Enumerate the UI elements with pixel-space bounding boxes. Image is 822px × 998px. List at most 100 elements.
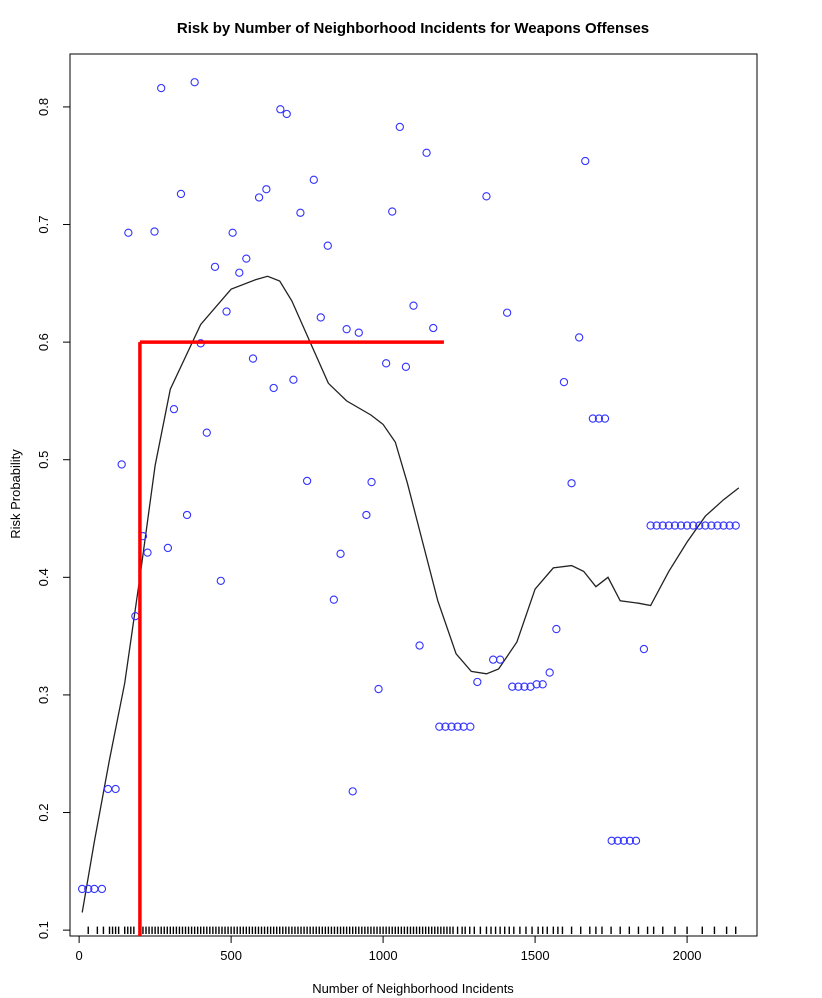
data-point: [545, 668, 554, 677]
data-point: [269, 383, 278, 393]
data-point: [176, 189, 186, 199]
y-tick-label: 0.5: [36, 451, 51, 469]
data-point: [388, 207, 397, 216]
data-point: [514, 682, 523, 691]
data-point: [262, 185, 271, 194]
data-point: [381, 359, 391, 368]
data-point: [652, 521, 661, 530]
data-point: [401, 362, 411, 371]
data-point: [552, 624, 561, 634]
data-point: [143, 548, 152, 557]
data-point: [163, 543, 173, 553]
data-point: [182, 510, 192, 520]
data-point: [600, 414, 610, 423]
data-point: [482, 192, 491, 201]
data-point: [131, 611, 140, 621]
data-point: [731, 521, 740, 530]
data-point: [235, 268, 244, 277]
data-point: [254, 193, 264, 202]
data-point: [682, 521, 692, 530]
smoothed-trend-line: [81, 275, 740, 913]
data-point: [453, 722, 462, 731]
data-point: [242, 254, 251, 263]
data-point: [613, 836, 622, 845]
y-tick-label: 0.6: [36, 333, 51, 351]
x-tick-label: 1500: [521, 948, 550, 963]
data-point: [639, 644, 649, 654]
data-point: [631, 836, 641, 845]
data-point: [719, 521, 728, 530]
plot-frame: [69, 53, 758, 937]
data-point: [567, 479, 576, 488]
data-point: [289, 375, 298, 384]
y-tick-label: 0.2: [36, 803, 51, 821]
data-point: [309, 175, 318, 184]
data-point: [329, 595, 339, 604]
data-point: [658, 521, 667, 530]
data-point: [447, 722, 456, 731]
data-point: [169, 405, 179, 414]
data-point: [222, 307, 231, 316]
data-point: [367, 477, 376, 487]
data-point: [374, 684, 383, 694]
data-point: [282, 109, 291, 119]
y-tick-label: 0.8: [36, 98, 51, 116]
data-point: [354, 328, 363, 337]
y-tick-label: 0.7: [36, 215, 51, 233]
x-tick-label: 1000: [369, 948, 398, 963]
y-tick-label: 0.3: [36, 686, 51, 704]
data-point: [581, 156, 590, 166]
data-point: [588, 414, 597, 423]
y-axis-label: Risk Probability: [8, 449, 23, 539]
data-point: [473, 677, 482, 687]
data-point: [84, 884, 93, 894]
data-point: [502, 308, 512, 317]
data-point: [689, 521, 698, 530]
data-point: [157, 83, 166, 93]
data-point: [202, 428, 211, 437]
data-point: [103, 784, 113, 794]
data-point: [508, 682, 517, 691]
data-point: [435, 722, 444, 731]
data-point: [395, 122, 404, 132]
data-point: [216, 576, 225, 585]
data-point: [646, 521, 655, 530]
data-point: [713, 521, 722, 530]
data-point: [441, 722, 450, 731]
data-point: [664, 521, 673, 530]
data-point: [538, 680, 547, 689]
data-point: [296, 208, 305, 217]
data-point: [559, 377, 569, 387]
data-point: [466, 722, 475, 731]
y-tick-label: 0.4: [36, 568, 51, 586]
data-point: [111, 784, 120, 794]
data-point: [117, 460, 126, 469]
data-point: [676, 521, 686, 530]
chart-title: Risk by Number of Neighborhood Incidents…: [177, 20, 649, 37]
x-axis-label: Number of Neighborhood Incidents: [312, 981, 514, 996]
data-point: [210, 262, 220, 272]
data-point: [532, 680, 541, 689]
data-point: [619, 836, 629, 845]
data-point: [276, 105, 285, 114]
data-point: [701, 521, 710, 530]
data-point: [150, 227, 159, 236]
data-point: [488, 655, 498, 664]
data-point: [670, 521, 680, 530]
data-point: [323, 241, 332, 250]
data-point: [348, 787, 357, 796]
data-point: [695, 521, 704, 530]
data-point: [520, 682, 529, 691]
data-point: [190, 78, 199, 87]
x-tick-label: 500: [220, 948, 242, 963]
data-point: [594, 414, 604, 423]
data-point: [409, 301, 418, 310]
data-point: [362, 510, 371, 520]
x-tick-label: 2000: [673, 948, 702, 963]
data-point: [415, 641, 424, 650]
data-point: [248, 354, 258, 363]
x-tick-label: 0: [76, 948, 83, 963]
data-point: [124, 228, 133, 237]
data-point: [336, 549, 345, 558]
